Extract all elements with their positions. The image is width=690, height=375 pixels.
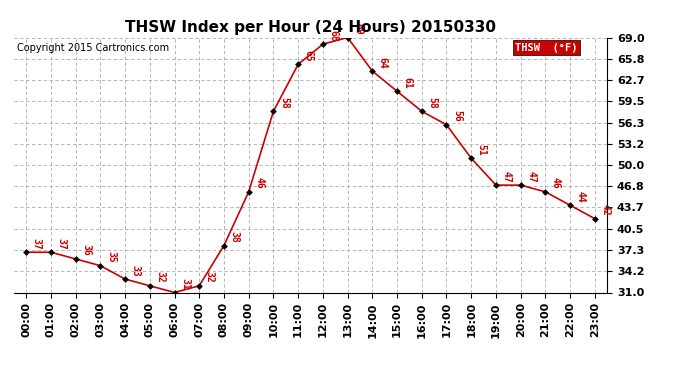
Text: 47: 47 — [526, 171, 536, 182]
Text: 32: 32 — [155, 271, 166, 283]
Point — [95, 262, 106, 268]
Point — [243, 189, 254, 195]
Text: 35: 35 — [106, 251, 116, 263]
Text: 58: 58 — [279, 97, 289, 108]
Text: 51: 51 — [477, 144, 486, 156]
Text: 46: 46 — [254, 177, 264, 189]
Point — [169, 290, 180, 296]
Text: 68: 68 — [328, 30, 338, 41]
Text: 69: 69 — [353, 23, 363, 35]
Point — [144, 283, 155, 289]
Point — [589, 216, 600, 222]
Text: 44: 44 — [575, 191, 586, 202]
Text: THSW  (°F): THSW (°F) — [515, 43, 578, 52]
Point — [342, 34, 353, 40]
Text: 65: 65 — [304, 50, 314, 62]
Point — [416, 108, 427, 114]
Point — [441, 122, 452, 128]
Point — [540, 189, 551, 195]
Point — [219, 243, 230, 249]
Point — [317, 41, 328, 47]
Point — [491, 182, 502, 188]
Point — [515, 182, 526, 188]
Text: 33: 33 — [130, 264, 141, 276]
Text: 37: 37 — [32, 238, 41, 249]
Point — [391, 88, 402, 94]
Text: 58: 58 — [427, 97, 437, 108]
Text: 56: 56 — [452, 110, 462, 122]
Point — [293, 62, 304, 68]
Point — [70, 256, 81, 262]
Point — [21, 249, 32, 255]
Text: 36: 36 — [81, 244, 91, 256]
Text: 46: 46 — [551, 177, 561, 189]
Text: 47: 47 — [502, 171, 511, 182]
Title: THSW Index per Hour (24 Hours) 20150330: THSW Index per Hour (24 Hours) 20150330 — [125, 20, 496, 35]
Text: 38: 38 — [230, 231, 239, 243]
Point — [268, 108, 279, 114]
Text: 37: 37 — [57, 238, 66, 249]
Point — [564, 202, 575, 208]
Text: 64: 64 — [378, 57, 388, 68]
Text: 31: 31 — [180, 278, 190, 290]
Text: 32: 32 — [205, 271, 215, 283]
Point — [367, 68, 378, 74]
Point — [194, 283, 205, 289]
Point — [119, 276, 130, 282]
Text: 42: 42 — [600, 204, 611, 216]
Text: 61: 61 — [402, 76, 413, 88]
Point — [466, 155, 477, 161]
Text: Copyright 2015 Cartronics.com: Copyright 2015 Cartronics.com — [17, 43, 169, 52]
Point — [46, 249, 57, 255]
